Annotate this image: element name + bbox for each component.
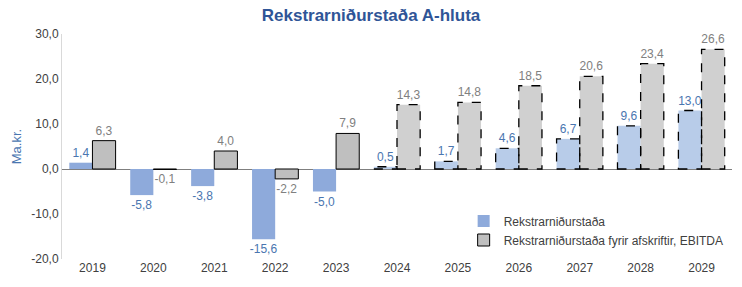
svg-text:26,6: 26,6 bbox=[701, 32, 725, 46]
svg-text:14,8: 14,8 bbox=[458, 85, 482, 99]
svg-text:2029: 2029 bbox=[688, 261, 715, 275]
svg-text:4,6: 4,6 bbox=[499, 131, 516, 145]
svg-text:-2,2: -2,2 bbox=[276, 182, 297, 196]
svg-text:2019: 2019 bbox=[79, 261, 106, 275]
svg-text:6,3: 6,3 bbox=[96, 124, 113, 138]
svg-text:2026: 2026 bbox=[505, 261, 532, 275]
svg-text:-10,0: -10,0 bbox=[31, 207, 59, 221]
svg-text:0,0: 0,0 bbox=[42, 162, 59, 176]
svg-text:0,5: 0,5 bbox=[377, 150, 394, 164]
svg-text:2024: 2024 bbox=[384, 261, 411, 275]
svg-text:13,0: 13,0 bbox=[678, 94, 702, 108]
svg-text:-3,8: -3,8 bbox=[192, 189, 213, 203]
svg-text:23,4: 23,4 bbox=[640, 47, 664, 61]
svg-text:Rekstrarniðurstaða: Rekstrarniðurstaða bbox=[504, 215, 606, 229]
svg-text:7,9: 7,9 bbox=[339, 116, 356, 130]
svg-text:-0,1: -0,1 bbox=[154, 172, 175, 186]
svg-text:2025: 2025 bbox=[445, 261, 472, 275]
svg-text:9,6: 9,6 bbox=[621, 109, 638, 123]
svg-text:Rekstrarniðurstaða A-hluta: Rekstrarniðurstaða A-hluta bbox=[262, 6, 481, 25]
svg-text:2021: 2021 bbox=[201, 261, 228, 275]
svg-text:2023: 2023 bbox=[323, 261, 350, 275]
svg-text:10,0: 10,0 bbox=[35, 117, 59, 131]
svg-text:14,3: 14,3 bbox=[397, 88, 421, 102]
svg-text:-5,8: -5,8 bbox=[131, 198, 152, 212]
svg-text:30,0: 30,0 bbox=[35, 27, 59, 41]
svg-text:-15,6: -15,6 bbox=[250, 242, 278, 256]
svg-text:Ma.kr.: Ma.kr. bbox=[9, 129, 24, 164]
svg-text:2022: 2022 bbox=[262, 261, 289, 275]
svg-text:Rekstrarniðurstaða fyrir afskr: Rekstrarniðurstaða fyrir afskriftir, EBI… bbox=[504, 234, 723, 248]
svg-text:4,0: 4,0 bbox=[217, 134, 234, 148]
svg-text:-5,0: -5,0 bbox=[314, 195, 335, 209]
svg-text:6,7: 6,7 bbox=[560, 122, 577, 136]
svg-text:20,6: 20,6 bbox=[579, 59, 603, 73]
svg-text:-20,0: -20,0 bbox=[31, 252, 59, 266]
svg-text:18,5: 18,5 bbox=[519, 69, 543, 83]
svg-text:2020: 2020 bbox=[140, 261, 167, 275]
svg-text:1,7: 1,7 bbox=[438, 144, 455, 158]
svg-text:20,0: 20,0 bbox=[35, 72, 59, 86]
svg-text:2027: 2027 bbox=[566, 261, 593, 275]
svg-text:2028: 2028 bbox=[627, 261, 654, 275]
svg-text:1,4: 1,4 bbox=[72, 146, 89, 160]
